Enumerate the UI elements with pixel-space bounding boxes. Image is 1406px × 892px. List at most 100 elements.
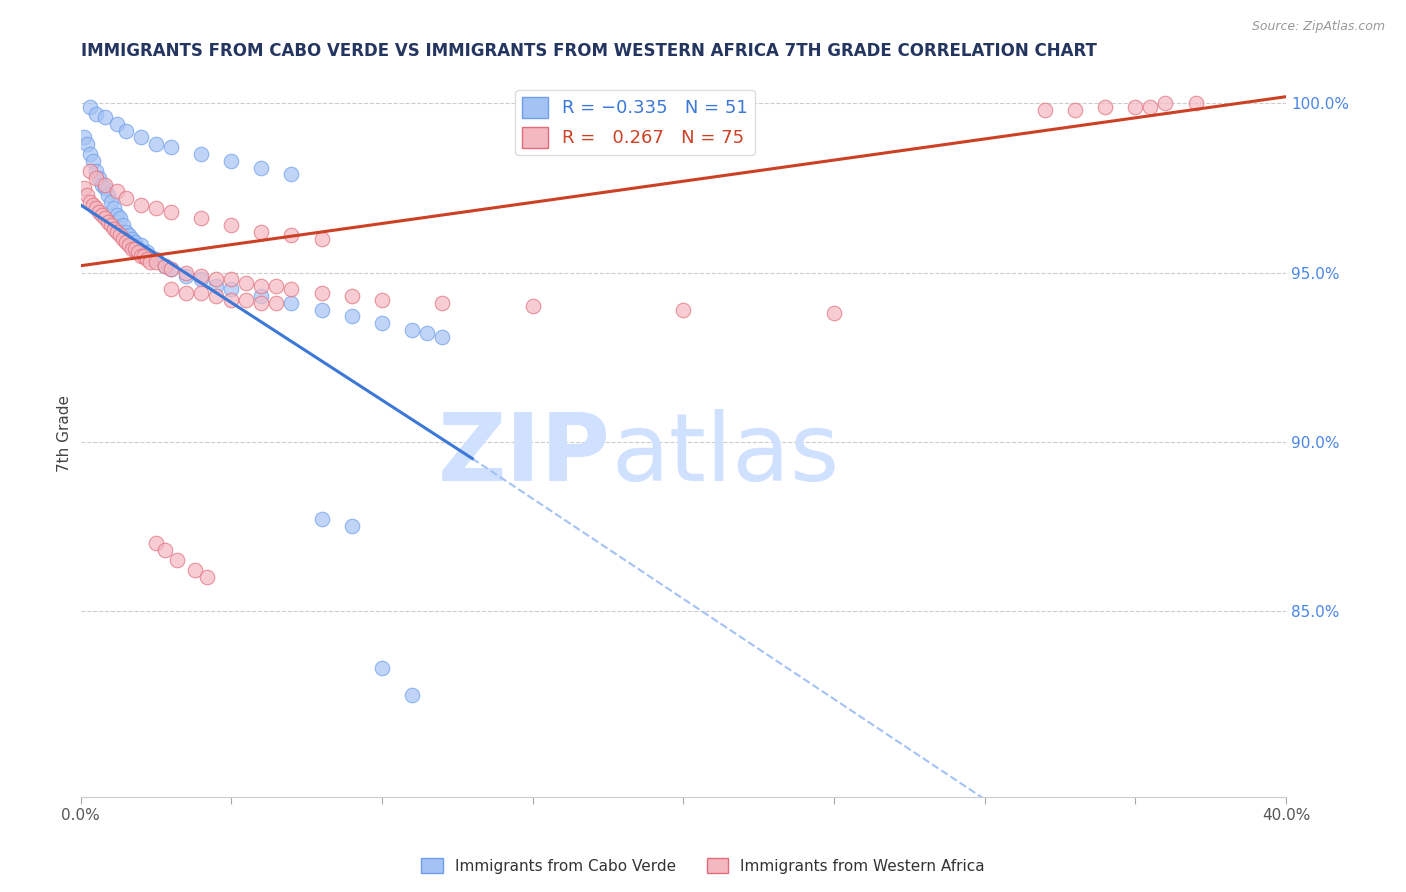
Point	[160, 204, 183, 219]
Point	[190, 268, 212, 283]
Point	[87, 204, 110, 219]
Point	[190, 147, 212, 161]
Point	[166, 553, 188, 567]
Point	[114, 225, 136, 239]
Point	[280, 296, 302, 310]
Point	[93, 181, 115, 195]
Text: Source: ZipAtlas.com: Source: ZipAtlas.com	[1251, 20, 1385, 33]
Point	[90, 178, 112, 192]
Point	[219, 293, 242, 307]
Point	[153, 259, 176, 273]
Point	[371, 293, 394, 307]
Point	[311, 512, 333, 526]
Point	[84, 106, 107, 120]
Point	[250, 279, 273, 293]
Point	[72, 130, 94, 145]
Point	[205, 279, 228, 293]
Point	[139, 255, 162, 269]
Point	[145, 536, 167, 550]
Point	[1094, 100, 1116, 114]
Point	[174, 285, 197, 300]
Text: atlas: atlas	[612, 409, 839, 501]
Point	[79, 194, 101, 209]
Point	[371, 661, 394, 675]
Point	[160, 262, 183, 277]
Point	[153, 542, 176, 557]
Point	[79, 100, 101, 114]
Point	[97, 215, 120, 229]
Point	[93, 211, 115, 226]
Point	[82, 153, 104, 168]
Text: ZIP: ZIP	[439, 409, 612, 501]
Point	[114, 191, 136, 205]
Point	[205, 272, 228, 286]
Point	[105, 225, 128, 239]
Point	[266, 279, 288, 293]
Point	[219, 282, 242, 296]
Point	[97, 187, 120, 202]
Point	[195, 570, 218, 584]
Point	[280, 168, 302, 182]
Point	[145, 255, 167, 269]
Point	[205, 289, 228, 303]
Point	[311, 302, 333, 317]
Point	[340, 310, 363, 324]
Point	[219, 218, 242, 232]
Point	[121, 232, 143, 246]
Point	[311, 232, 333, 246]
Point	[84, 202, 107, 216]
Legend: R = −0.335   N = 51, R =   0.267   N = 75: R = −0.335 N = 51, R = 0.267 N = 75	[515, 89, 755, 155]
Point	[340, 289, 363, 303]
Point	[90, 208, 112, 222]
Point	[103, 221, 125, 235]
Point	[114, 123, 136, 137]
Point	[100, 194, 122, 209]
Point	[250, 289, 273, 303]
Point	[111, 232, 134, 246]
Point	[108, 211, 131, 226]
Point	[153, 259, 176, 273]
Point	[105, 208, 128, 222]
Point	[1064, 103, 1087, 118]
Point	[127, 245, 149, 260]
Point	[160, 282, 183, 296]
Point	[401, 323, 423, 337]
Point	[190, 211, 212, 226]
Point	[145, 202, 167, 216]
Point	[266, 296, 288, 310]
Text: IMMIGRANTS FROM CABO VERDE VS IMMIGRANTS FROM WESTERN AFRICA 7TH GRADE CORRELATI: IMMIGRANTS FROM CABO VERDE VS IMMIGRANTS…	[80, 42, 1097, 60]
Point	[1139, 100, 1161, 114]
Point	[174, 266, 197, 280]
Point	[430, 330, 453, 344]
Point	[190, 272, 212, 286]
Point	[190, 285, 212, 300]
Point	[135, 252, 157, 266]
Point	[93, 110, 115, 124]
Point	[108, 228, 131, 243]
Legend: Immigrants from Cabo Verde, Immigrants from Western Africa: Immigrants from Cabo Verde, Immigrants f…	[415, 852, 991, 880]
Point	[105, 117, 128, 131]
Point	[93, 178, 115, 192]
Point	[118, 228, 141, 243]
Point	[129, 130, 152, 145]
Point	[250, 225, 273, 239]
Point	[1123, 100, 1146, 114]
Point	[672, 302, 695, 317]
Point	[100, 218, 122, 232]
Point	[114, 235, 136, 249]
Point	[401, 688, 423, 702]
Point	[111, 218, 134, 232]
Point	[311, 285, 333, 300]
Point	[76, 187, 98, 202]
Y-axis label: 7th Grade: 7th Grade	[58, 394, 72, 472]
Point	[160, 262, 183, 277]
Point	[129, 198, 152, 212]
Point	[522, 299, 544, 313]
Point	[280, 228, 302, 243]
Point	[121, 242, 143, 256]
Point	[124, 242, 146, 256]
Point	[124, 235, 146, 249]
Point	[416, 326, 439, 341]
Point	[129, 249, 152, 263]
Point	[1033, 103, 1056, 118]
